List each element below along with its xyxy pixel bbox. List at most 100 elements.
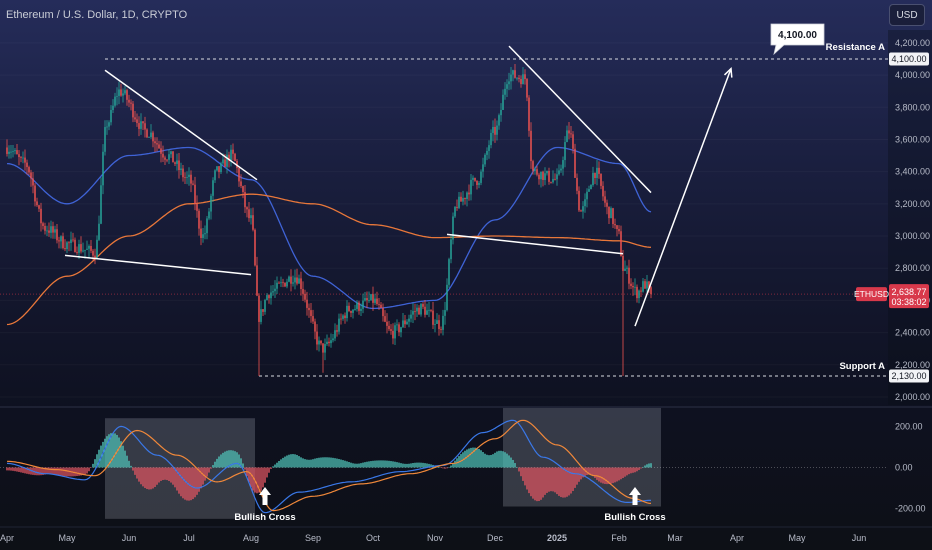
candle-body [98,223,100,240]
candle-body [234,153,236,161]
candle-body [142,121,144,124]
macd-histogram-bar [636,467,638,472]
macd-histogram-bar [204,467,206,481]
axes: 4,200.00 4,000.00 3,800.00 3,600.00 3,400.00… [0,38,930,543]
time-axis-label: Dec [487,533,504,543]
macd-histogram-bar [104,438,106,468]
macd-histogram-bar [136,467,138,479]
candle-body [560,168,562,171]
macd-histogram-bar [470,447,472,468]
macd-histogram-bar [634,467,636,473]
macd-histogram-bar [86,467,88,474]
macd-histogram-bar [242,463,244,468]
candle-body [202,234,204,238]
macd-histogram-bar [444,467,446,469]
macd-histogram-bar [484,453,486,468]
candle-body [502,94,504,110]
currency-button[interactable]: USD [889,4,925,26]
macd-histogram-bar [126,455,128,468]
macd-histogram-bar [592,467,594,477]
macd-axis-tick: 200.00 [895,421,923,431]
candle-body [218,166,220,173]
macd-histogram-bar [138,467,140,482]
macd-histogram-bar [208,467,210,473]
candle-body [54,229,56,233]
macd-histogram-bar [522,467,524,481]
candle-body [316,331,318,345]
candle-body [578,190,580,211]
macd-histogram-bar [596,467,598,480]
macd-histogram-bar [364,462,366,468]
macd-histogram-bar [6,467,8,471]
macd-histogram-bar [564,467,566,498]
macd-histogram-bar [290,454,292,468]
macd-histogram-bar [18,467,20,472]
macd-axis-tick: 0.00 [895,463,913,473]
candle-body [484,154,486,165]
candle-body [84,249,86,251]
macd-histogram-bar [278,460,280,468]
macd-histogram-bar [482,452,484,468]
macd-histogram-bar [130,465,132,468]
macd-histogram-bar [498,450,500,468]
candle-body [152,132,154,142]
macd-histogram-bar [192,467,194,500]
macd-histogram-bar [506,453,508,468]
macd-histogram-bar [560,467,562,498]
macd-histogram-bar [640,467,642,469]
macd-histogram-bar [558,467,560,496]
candle-body [546,170,548,174]
candle-body [222,159,224,164]
candle-body [328,341,330,344]
macd-histogram-bar [314,458,316,468]
time-axis-label: Apr [730,533,744,543]
candle-body [220,163,222,173]
candle-body [454,206,456,217]
macd-histogram-bar [38,467,40,476]
candle-body [514,70,516,78]
candle-body [330,340,332,344]
trendline [104,69,258,181]
candle-body [114,96,116,106]
macd-histogram-bar [214,461,216,468]
macd-histogram-bar [108,434,110,468]
macd-histogram-bar [544,467,546,495]
resistance-value-label: 4,100.00 [891,54,926,64]
candle-body [466,192,468,200]
candle-body [332,338,334,341]
candle-body [90,246,92,251]
price-axis-tick: 3,800.00 [895,102,930,112]
time-axis-label: Jun [852,533,867,543]
macd-histogram-bar [612,467,614,484]
candle-body [606,202,608,207]
macd-histogram-bar [354,463,356,468]
candle-body [644,281,646,289]
candle-body [336,330,338,332]
candle-body [206,218,208,234]
macd-histogram-bar [446,467,448,469]
candle-body [366,298,368,301]
macd-histogram-bar [36,467,38,476]
candle-body [190,174,192,184]
macd-histogram-bar [556,467,558,495]
macd-histogram-bar [324,457,326,468]
macd-histogram-bar [398,462,400,468]
candle-body [534,169,536,171]
macd-histogram-bar [178,467,180,494]
candle-body [12,151,14,152]
macd-histogram-bar [472,447,474,468]
macd-histogram-bar [332,457,334,468]
macd-histogram-bar [570,467,572,494]
macd-histogram-bar [84,467,86,475]
candle-body [374,298,376,303]
time-axis-label: 2025 [547,533,567,543]
macd-histogram-bar [642,466,644,468]
price-axis-tick: 3,000.00 [895,231,930,241]
candle-body [268,295,270,299]
candle-body [290,276,292,284]
candle-body [442,315,444,330]
candle-body [224,159,226,167]
macd-histogram-bar [496,451,498,468]
macd-histogram-bar [250,467,252,488]
